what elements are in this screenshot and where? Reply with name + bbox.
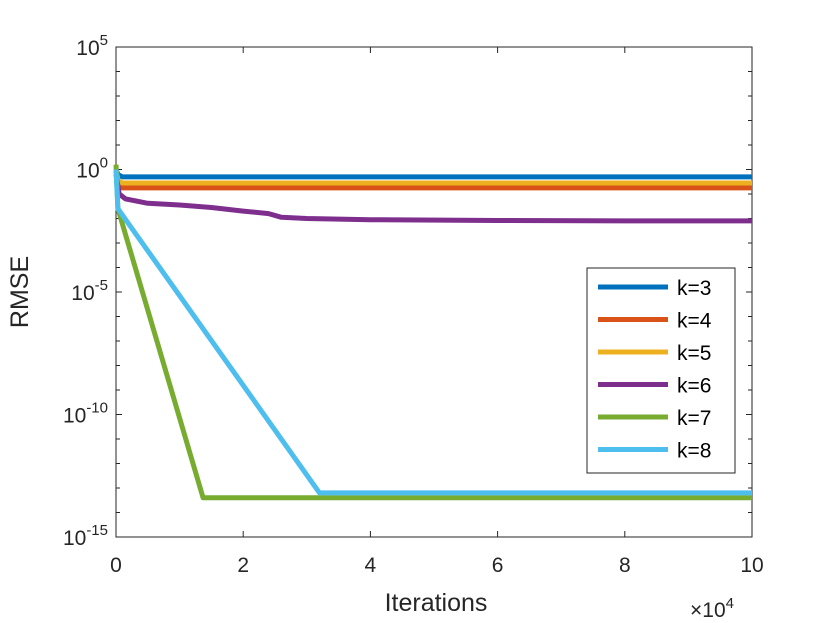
legend: k=3 k=4 k=5 k=6 k=7 k=8 (586, 267, 736, 474)
x-multiplier-label: ×104 (690, 595, 734, 622)
series-lines (113, 164, 752, 501)
tick-marks (115, 46, 753, 538)
x-tick-label-4: 8 (619, 554, 631, 577)
x-axis-label: Iterations (385, 589, 488, 617)
x-tick-label-2: 4 (365, 554, 377, 577)
y-axis-label: RMSE (6, 256, 34, 328)
legend-label-k=6: k=6 (677, 375, 711, 398)
x-tick-label-1: 2 (237, 554, 249, 577)
legend-label-k=8: k=8 (677, 440, 711, 463)
legend-label-k=3: k=3 (677, 277, 711, 300)
y-tick-label-2: 10-5 (71, 277, 108, 305)
y-tick-label-0: 105 (76, 32, 108, 60)
x-tick-label-3: 6 (492, 554, 504, 577)
series-line-k=8 (113, 169, 752, 496)
legend-label-k=7: k=7 (677, 407, 711, 430)
legend-box (586, 267, 736, 474)
y-tick-labels: 105 100 10-5 10-10 10-15 (63, 32, 108, 550)
x-tick-label-5: 10 (740, 554, 763, 577)
legend-items: k=3 k=4 k=5 k=6 k=7 k=8 (598, 277, 712, 463)
y-tick-label-4: 10-15 (63, 522, 108, 550)
x-tick-label-0: 0 (110, 554, 122, 577)
legend-label-k=5: k=5 (677, 342, 711, 365)
y-tick-label-3: 10-10 (63, 400, 108, 428)
x-tick-labels: 0 2 4 6 8 10 (110, 554, 764, 577)
y-tick-label-1: 100 (76, 155, 108, 183)
legend-label-k=4: k=4 (677, 310, 712, 333)
series-line-k=6 (113, 173, 752, 224)
